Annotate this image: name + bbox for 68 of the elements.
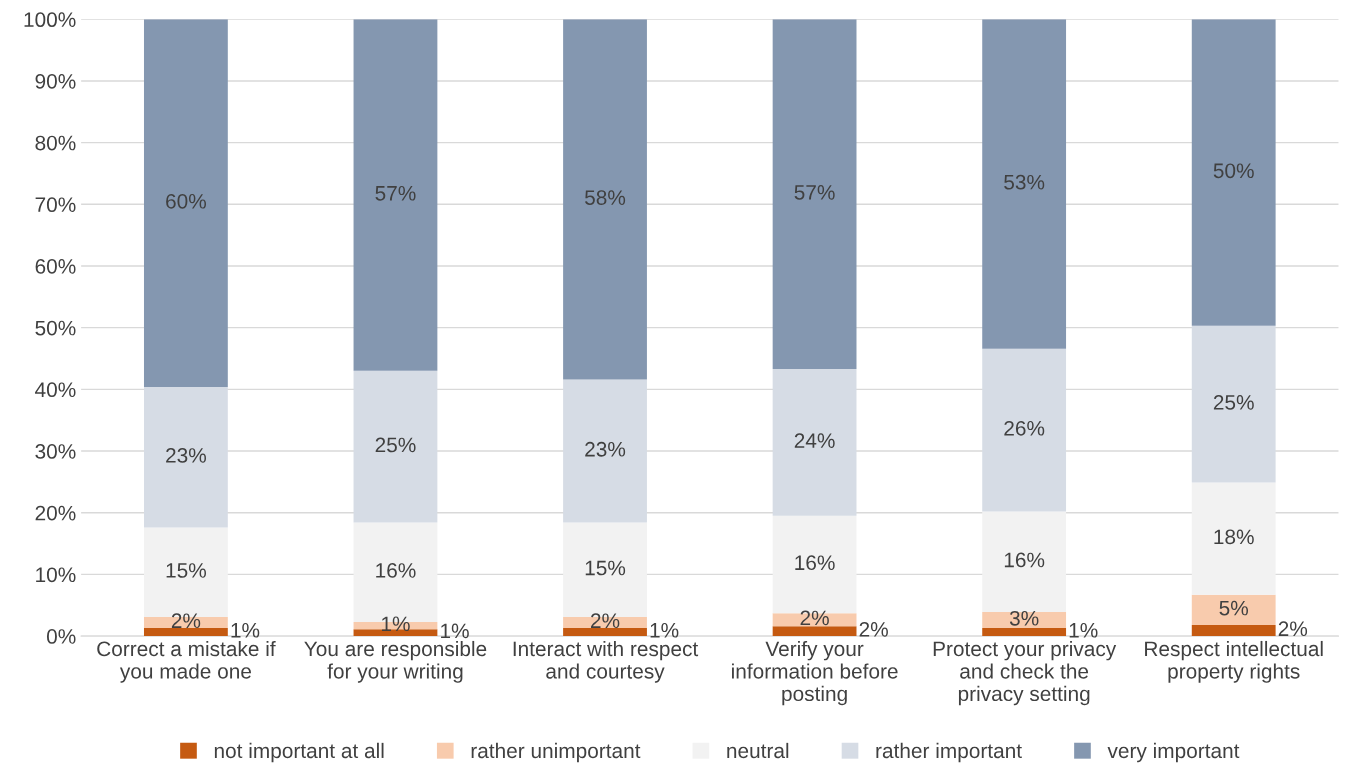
y-tick-label: 40% xyxy=(35,382,76,398)
data-label: 15% xyxy=(166,563,207,578)
y-tick-label: 70% xyxy=(35,197,76,213)
bar xyxy=(143,19,228,387)
data-label: 1% xyxy=(381,616,410,632)
data-label: 1% xyxy=(441,623,469,639)
bar xyxy=(563,19,647,380)
data-label: 23% xyxy=(166,448,207,463)
bar xyxy=(772,19,857,369)
data-label: 25% xyxy=(375,437,416,453)
y-tick-label: 100% xyxy=(24,12,76,28)
legend-label: very important xyxy=(1107,742,1240,763)
x-tick-label: Correct a mistake if you made one xyxy=(97,640,276,683)
bar xyxy=(353,629,438,637)
y-tick-label: 80% xyxy=(35,135,76,151)
data-label: 53% xyxy=(1004,174,1045,190)
bar xyxy=(1191,624,1276,637)
data-label: 2% xyxy=(1278,621,1308,637)
bar xyxy=(1191,482,1276,595)
data-label: 1% xyxy=(231,623,260,638)
bar xyxy=(772,626,857,637)
x-tick-label: Interact with respect and courtesy xyxy=(513,640,699,683)
bar xyxy=(1191,594,1276,625)
y-tick-label: 30% xyxy=(35,444,76,459)
x-tick-label: You are responsible for your writing xyxy=(304,640,487,683)
data-label: 2% xyxy=(859,621,888,637)
bar xyxy=(982,612,1067,629)
x-tick-label: Verify your information before posting xyxy=(732,640,898,706)
y-tick-label: 10% xyxy=(36,567,76,583)
y-tick-label: 20% xyxy=(35,505,76,521)
x-tick-label: Protect your privacy and check the privacy setting xyxy=(933,640,1117,706)
bar xyxy=(353,19,438,371)
data-label: 50% xyxy=(1213,163,1254,179)
data-label: 58% xyxy=(585,190,626,205)
data-label: 1% xyxy=(1069,623,1098,638)
data-label: 18% xyxy=(1214,529,1254,545)
data-label: 3% xyxy=(1009,610,1039,626)
x-tick-label: Respect intellectual property rights xyxy=(1145,640,1323,683)
legend-label: rather unimportant xyxy=(471,742,641,763)
data-label: 60% xyxy=(166,193,207,209)
data-label: 16% xyxy=(1004,552,1045,568)
data-label: 26% xyxy=(1004,420,1045,436)
bar xyxy=(1191,19,1276,326)
y-tick-label: 0% xyxy=(46,629,76,644)
legend-label: rather important xyxy=(876,742,1022,763)
bar xyxy=(982,19,1067,349)
bar xyxy=(143,628,228,637)
data-label: 25% xyxy=(1213,395,1254,410)
data-label: 23% xyxy=(585,441,626,457)
legend-label: not important at all xyxy=(214,742,384,763)
data-label: 15% xyxy=(585,560,626,576)
data-label: 5% xyxy=(1219,600,1249,616)
data-label: 2% xyxy=(800,610,829,626)
y-tick-label: 60% xyxy=(35,259,76,274)
data-label: 16% xyxy=(376,563,416,578)
data-label: 2% xyxy=(591,613,620,629)
data-label: 57% xyxy=(375,185,416,201)
data-label: 57% xyxy=(794,185,835,200)
y-tick-label: 50% xyxy=(35,320,76,336)
y-tick-label: 90% xyxy=(35,73,76,89)
data-label: 24% xyxy=(794,433,835,448)
bar xyxy=(982,511,1067,613)
data-label: 2% xyxy=(171,613,201,629)
data-label: 1% xyxy=(650,623,679,638)
bar xyxy=(982,628,1067,637)
legend-label: neutral xyxy=(727,742,789,759)
data-label: 16% xyxy=(795,555,835,571)
bar xyxy=(563,628,647,637)
